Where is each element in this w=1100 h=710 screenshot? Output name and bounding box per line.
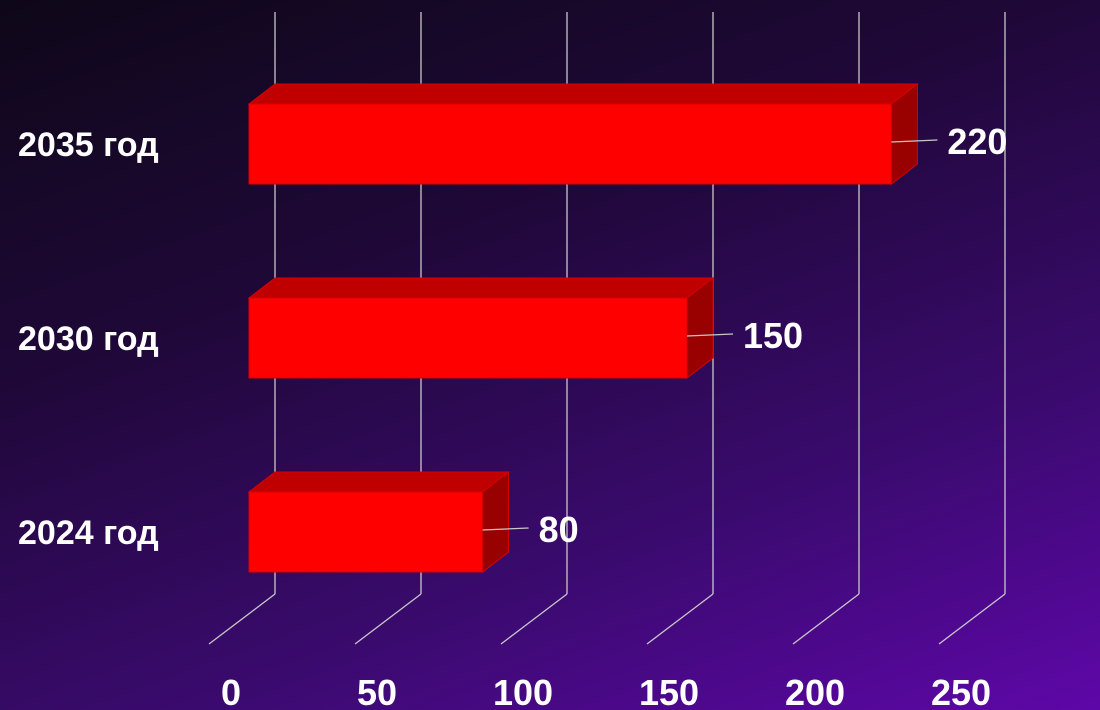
category-label: 2024 год: [18, 514, 159, 552]
floor-line: [646, 593, 714, 645]
x-tick-label: 100: [493, 672, 553, 710]
floor-line: [792, 593, 860, 645]
leader-line: [891, 139, 938, 143]
category-labels: 2035 год 2030 год 2024 год: [18, 126, 159, 552]
bar-side: [482, 470, 510, 574]
bar-top: [247, 471, 511, 493]
bar: [248, 491, 484, 573]
bar: [248, 297, 688, 379]
bar-top: [247, 83, 919, 105]
data-label: 80: [539, 509, 579, 550]
category-label: 2035 год: [18, 126, 159, 164]
floor-line: [938, 593, 1006, 645]
bar-top: [247, 277, 715, 299]
floor-line: [500, 593, 568, 645]
bars: 220 150 80: [247, 82, 1007, 574]
floor-line: [208, 593, 276, 645]
x-tick-label: 0: [221, 672, 241, 710]
x-tick-label: 200: [785, 672, 845, 710]
data-label: 150: [743, 315, 803, 356]
bar: [248, 103, 892, 185]
x-tick-label: 50: [357, 672, 397, 710]
data-label: 220: [947, 121, 1007, 162]
x-tick-label: 150: [639, 672, 699, 710]
floor-line: [354, 593, 422, 645]
x-tick-labels: 0 50 100 150 200 250: [221, 672, 991, 710]
category-label: 2030 год: [18, 320, 159, 358]
x-tick-label: 250: [931, 672, 991, 710]
bar-side: [686, 276, 714, 380]
bar-side: [890, 82, 918, 186]
leader-line: [686, 333, 734, 337]
leader-line: [482, 527, 529, 531]
